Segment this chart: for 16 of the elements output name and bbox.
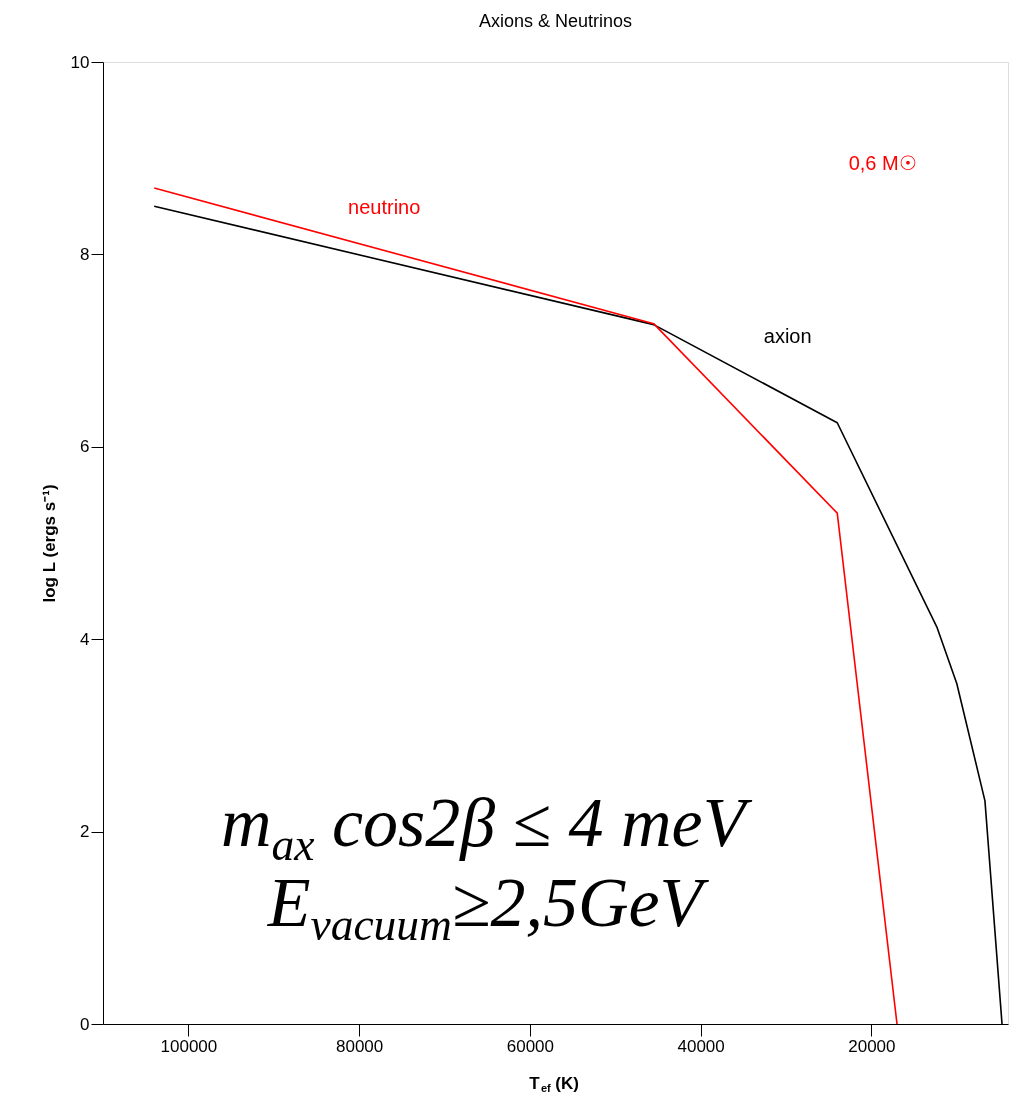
y-axis-title: log L (ergs s⁻¹)	[39, 484, 59, 603]
y-tick-label: 2	[80, 822, 90, 842]
series-label: neutrino	[348, 196, 421, 219]
x-tick-label: 60000	[506, 1036, 555, 1056]
y-tick-label: 0	[80, 1014, 90, 1034]
x-tick-label: 40000	[677, 1036, 725, 1056]
y-tick-label: 6	[80, 437, 90, 457]
y-tick-label: 4	[80, 629, 90, 649]
annotation: 0,6 M☉	[848, 152, 917, 174]
x-tick-label: 80000	[335, 1036, 384, 1056]
x-tick-label: 20000	[848, 1036, 896, 1056]
series-label: axion	[763, 324, 812, 347]
y-tick-label: 10	[70, 52, 90, 72]
chart-title: Axions & Neutrinos	[478, 11, 633, 31]
x-tick-label: 100000	[160, 1036, 218, 1056]
y-tick-label: 8	[80, 244, 90, 264]
